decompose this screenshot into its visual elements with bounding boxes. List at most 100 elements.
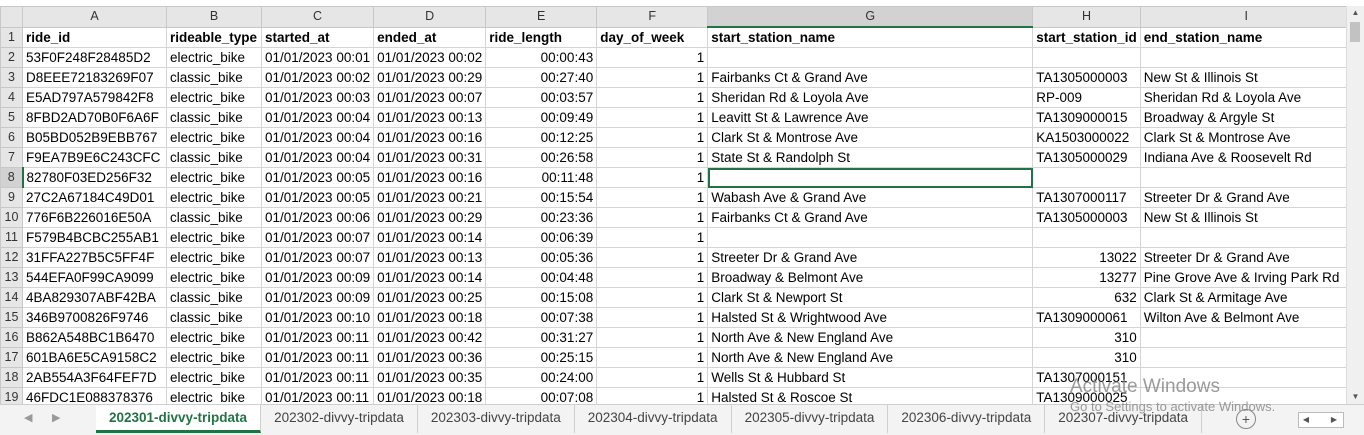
cell-e13[interactable]: 00:04:48	[485, 267, 598, 288]
cell-b8[interactable]: electric_bike	[166, 167, 262, 188]
row-header-3[interactable]: 3	[0, 67, 23, 88]
cell-f16[interactable]: 1	[596, 327, 709, 348]
cell-g11[interactable]	[707, 227, 1034, 248]
sheet-tab[interactable]: 202306-divvy-tripdata	[888, 405, 1046, 433]
cell-h10[interactable]: TA1305000003	[1032, 207, 1141, 228]
cell-c10[interactable]: 01/01/2023 00:06	[260, 207, 375, 228]
cell-i7[interactable]: Indiana Ave & Roosevelt Rd	[1139, 147, 1353, 168]
cell-f17[interactable]: 1	[596, 347, 709, 368]
cell-b3[interactable]: classic_bike	[166, 67, 262, 88]
cell-i6[interactable]: Clark St & Montrose Ave	[1139, 127, 1353, 148]
cell-g5[interactable]: Leavitt St & Lawrence Ave	[707, 107, 1034, 128]
row-header-6[interactable]: 6	[0, 127, 23, 148]
cell-c15[interactable]: 01/01/2023 00:10	[260, 307, 375, 328]
cell-d6[interactable]: 01/01/2023 00:16	[373, 127, 487, 148]
column-header-e[interactable]: E	[485, 6, 598, 28]
column-header-h[interactable]: H	[1032, 6, 1141, 28]
cell-e4[interactable]: 00:03:57	[485, 87, 598, 108]
cell-g13[interactable]: Broadway & Belmont Ave	[707, 267, 1034, 288]
cell-g16[interactable]: North Ave & New England Ave	[707, 327, 1034, 348]
cell-b5[interactable]: classic_bike	[166, 107, 262, 128]
cell-h5[interactable]: TA1309000015	[1032, 107, 1141, 128]
sheet-tab[interactable]: 202307-divvy-tripdata	[1045, 405, 1203, 433]
cell-h16[interactable]: 310	[1032, 327, 1141, 348]
cell-a1[interactable]: ride_id	[22, 26, 167, 48]
cell-c13[interactable]: 01/01/2023 00:09	[260, 267, 375, 288]
cell-a14[interactable]: 4BA829307ABF42BA	[22, 287, 167, 308]
cell-b4[interactable]: electric_bike	[166, 87, 262, 108]
column-header-i[interactable]: I	[1139, 6, 1353, 28]
cell-h3[interactable]: TA1305000003	[1032, 67, 1141, 88]
row-header-1[interactable]: 1	[0, 26, 23, 48]
cell-a15[interactable]: 346B9700826F9746	[22, 307, 167, 328]
row-header-13[interactable]: 13	[0, 267, 23, 288]
cell-c8[interactable]: 01/01/2023 00:05	[260, 167, 375, 188]
cell-a13[interactable]: 544EFA0F99CA9099	[22, 267, 167, 288]
cell-d1[interactable]: ended_at	[373, 26, 487, 48]
cell-a9[interactable]: 27C2A67184C49D01	[22, 187, 167, 208]
cell-d3[interactable]: 01/01/2023 00:29	[373, 67, 487, 88]
cell-i2[interactable]	[1139, 47, 1353, 68]
cell-c4[interactable]: 01/01/2023 00:03	[260, 87, 375, 108]
cell-i1[interactable]: end_station_name	[1139, 26, 1353, 48]
cell-g17[interactable]: North Ave & New England Ave	[707, 347, 1034, 368]
row-header-5[interactable]: 5	[0, 107, 23, 128]
cell-e7[interactable]: 00:26:58	[485, 147, 598, 168]
row-header-11[interactable]: 11	[0, 227, 23, 248]
cell-f15[interactable]: 1	[596, 307, 709, 328]
cell-b18[interactable]: electric_bike	[166, 367, 262, 388]
cell-b1[interactable]: rideable_type	[166, 26, 262, 48]
cell-h9[interactable]: TA1307000117	[1032, 187, 1141, 208]
cell-i11[interactable]	[1139, 227, 1353, 248]
cell-d12[interactable]: 01/01/2023 00:13	[373, 247, 487, 268]
cell-f14[interactable]: 1	[596, 287, 709, 308]
cell-a3[interactable]: D8EEE72183269F07	[22, 67, 167, 88]
cell-h15[interactable]: TA1309000061	[1032, 307, 1141, 328]
cell-e5[interactable]: 00:09:49	[485, 107, 598, 128]
cell-e16[interactable]: 00:31:27	[485, 327, 598, 348]
scroll-down-icon[interactable]: ▼	[1351, 392, 1360, 401]
cell-h18[interactable]: TA1307000151	[1032, 367, 1141, 388]
cell-d11[interactable]: 01/01/2023 00:14	[373, 227, 487, 248]
cell-c9[interactable]: 01/01/2023 00:05	[260, 187, 375, 208]
cell-d14[interactable]: 01/01/2023 00:25	[373, 287, 487, 308]
column-header-b[interactable]: B	[166, 6, 262, 28]
column-header-f[interactable]: F	[596, 6, 709, 28]
row-header-8[interactable]: 8	[0, 167, 24, 188]
scroll-thumb[interactable]	[1350, 22, 1360, 42]
cell-b2[interactable]: electric_bike	[166, 47, 262, 68]
cell-h12[interactable]: 13022	[1032, 247, 1141, 268]
cell-h4[interactable]: RP-009	[1032, 87, 1141, 108]
column-header-c[interactable]: C	[260, 6, 375, 28]
cell-i10[interactable]: New St & Illinois St	[1139, 207, 1353, 228]
cell-i4[interactable]: Sheridan Rd & Loyola Ave	[1139, 87, 1353, 108]
cell-f2[interactable]: 1	[596, 47, 709, 68]
cell-d2[interactable]: 01/01/2023 00:02	[373, 47, 487, 68]
cell-f5[interactable]: 1	[596, 107, 709, 128]
cell-a2[interactable]: 53F0F248F28485D2	[22, 47, 167, 68]
cell-d7[interactable]: 01/01/2023 00:31	[373, 147, 487, 168]
cell-b11[interactable]: electric_bike	[166, 227, 262, 248]
cell-i14[interactable]: Clark St & Armitage Ave	[1139, 287, 1353, 308]
cell-i8[interactable]	[1139, 167, 1353, 188]
add-sheet-icon[interactable]: +	[1236, 409, 1256, 429]
cell-g3[interactable]: Fairbanks Ct & Grand Ave	[707, 67, 1034, 88]
cell-d16[interactable]: 01/01/2023 00:42	[373, 327, 487, 348]
cell-b9[interactable]: electric_bike	[166, 187, 262, 208]
tab-scroll-left-icon[interactable]: ◀	[24, 412, 33, 424]
row-header-2[interactable]: 2	[0, 47, 23, 68]
cell-c18[interactable]: 01/01/2023 00:11	[260, 367, 375, 388]
cell-c17[interactable]: 01/01/2023 00:11	[260, 347, 375, 368]
row-header-4[interactable]: 4	[0, 87, 23, 108]
cell-h11[interactable]	[1032, 227, 1141, 248]
cell-a11[interactable]: F579B4BCBC255AB1	[22, 227, 167, 248]
cell-e2[interactable]: 00:00:43	[485, 47, 598, 68]
cell-a18[interactable]: 2AB554A3F64FEF7D	[22, 367, 167, 388]
cell-d17[interactable]: 01/01/2023 00:36	[373, 347, 487, 368]
cell-a19[interactable]: 46FDC1E088378376	[22, 387, 167, 408]
cell-g6[interactable]: Clark St & Montrose Ave	[707, 127, 1034, 148]
cell-g7[interactable]: State St & Randolph St	[707, 147, 1034, 168]
column-header-d[interactable]: D	[373, 6, 487, 28]
row-header-18[interactable]: 18	[0, 367, 23, 388]
cell-e3[interactable]: 00:27:40	[485, 67, 598, 88]
